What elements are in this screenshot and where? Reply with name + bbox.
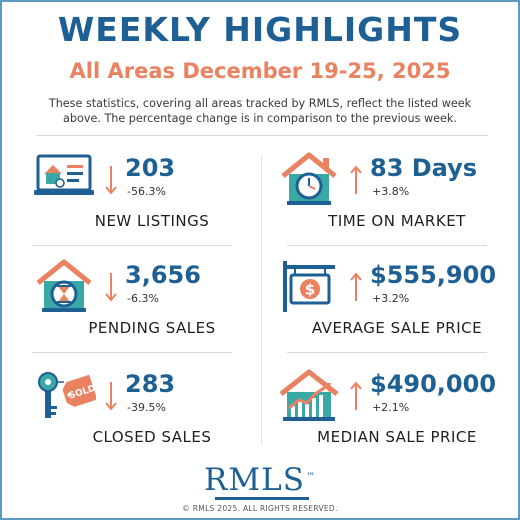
trademark-symbol: ™ [305,471,316,482]
house-chart-icon [279,369,339,421]
arrow-down-icon [105,166,117,195]
dollar-sign-post-icon: $ [283,261,335,312]
laptop-house-icon [34,154,94,195]
stat-change: -56.3% [127,185,166,198]
intro-line-1: These statistics, covering all areas tra… [48,97,472,110]
stat-average-sale-price: $ $555,900 +3.2% AVERAGE SALE PRICE [277,259,517,359]
arrow-up-icon [350,381,362,410]
svg-text:$: $ [305,281,315,299]
stat-median-sale-price: $490,000 +2.1% MEDIAN SALE PRICE [277,368,517,468]
stat-value: 83 Days [370,154,478,182]
page-title: WEEKLY HIGHLIGHTS [57,10,463,49]
stat-pending-sales: 3,656 -6.3% PENDING SALES [32,259,272,359]
arrow-down-icon [105,382,117,411]
house-hourglass-icon [36,259,92,312]
stat-new-listings: 203 -56.3% NEW LISTINGS [32,152,272,252]
stat-label: TIME ON MARKET [328,212,466,230]
divider-vertical [261,154,262,446]
divider-row-2-left [32,352,232,353]
stat-change: -39.5% [127,401,166,414]
stat-label: PENDING SALES [88,319,216,337]
stat-change: +3.2% [372,292,410,305]
page-subtitle: All Areas December 19-25, 2025 [69,59,451,83]
intro-line-2: above. The percentage change is in compa… [63,112,457,125]
divider-row-1-right [287,245,487,246]
key-sold-tag-icon: SOLD [38,372,96,418]
stat-value: 283 [125,370,176,398]
divider-top [36,135,488,136]
rmls-logo: RMLS™ [2,462,518,498]
stat-time-on-market: 83 Days +3.8% TIME ON MARKET [277,152,517,252]
stat-value: 203 [125,154,176,182]
stat-value: $555,900 [370,261,497,289]
stat-closed-sales: SOLD 283 -39.5% CLOSED SALES [32,368,272,468]
stat-change: +3.8% [372,185,410,198]
stat-value: 3,656 [125,261,201,289]
divider-row-2-right [287,352,487,353]
divider-row-1-left [32,245,232,246]
stat-change: +2.1% [372,401,410,414]
stat-label: MEDIAN SALE PRICE [317,428,477,446]
logo-underline [215,497,309,500]
arrow-up-icon [350,272,362,301]
arrow-up-icon [350,165,362,194]
stat-label: NEW LISTINGS [94,212,210,230]
stat-change: -6.3% [127,292,159,305]
logo-text: RMLS [204,462,305,498]
stat-label: CLOSED SALES [92,428,212,446]
stat-value: $490,000 [370,370,497,398]
arrow-down-icon [105,273,117,302]
intro-text: These statistics, covering all areas tra… [26,96,494,126]
house-clock-icon [281,152,337,205]
stat-label: AVERAGE SALE PRICE [311,319,483,337]
copyright-text: © RMLS 2025. ALL RIGHTS RESERVED. [182,504,338,513]
